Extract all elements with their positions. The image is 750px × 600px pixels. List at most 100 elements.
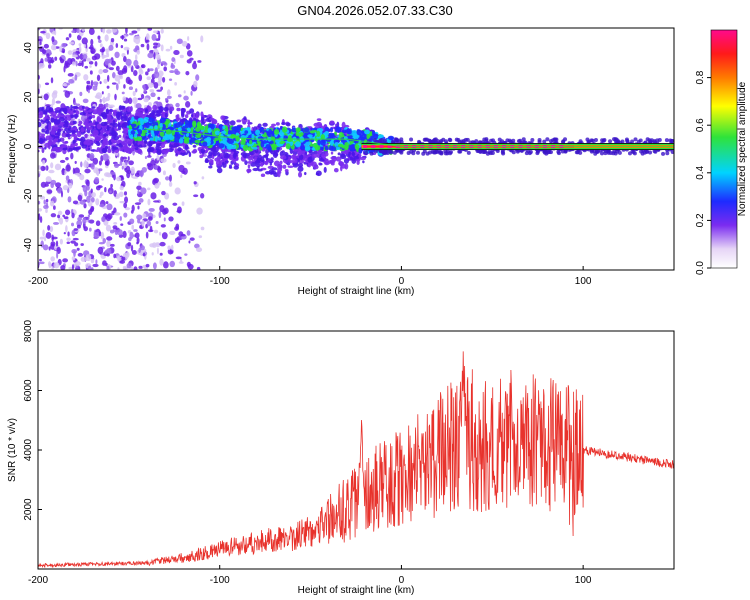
spectrogram-noise-mark bbox=[111, 72, 116, 79]
spectrogram-spread-mark bbox=[233, 165, 239, 170]
spectrogram-noise-mark bbox=[106, 29, 112, 34]
spectrogram-noise-mark bbox=[77, 252, 84, 257]
spectrogram-noise-mark bbox=[71, 229, 76, 237]
spectrogram-noise-mark bbox=[117, 255, 120, 262]
spectrogram-noise-mark bbox=[177, 206, 182, 214]
spectrogram-core-mark bbox=[329, 140, 334, 147]
spectrogram-spread-mark bbox=[313, 150, 318, 155]
spectrogram-spread-mark bbox=[353, 155, 360, 160]
spectrogram-noise-mark bbox=[134, 35, 141, 40]
spectrogram-tail-mark bbox=[560, 149, 565, 154]
spectrogram-noise-mark bbox=[82, 98, 89, 104]
spectrogram-noise-mark bbox=[45, 32, 51, 40]
spectrogram-spread-mark bbox=[113, 135, 120, 141]
spectrogram-noise-mark bbox=[61, 167, 65, 175]
spectrogram-noise-mark bbox=[68, 78, 75, 84]
spectrogram-spread-mark bbox=[330, 162, 335, 166]
spectrogram-noise-mark bbox=[162, 261, 169, 269]
spectrogram-core-mark bbox=[295, 131, 300, 137]
spectrogram-spread-mark bbox=[160, 149, 166, 154]
spectrogram-core-mark bbox=[186, 127, 191, 133]
spectrogram-spread-mark bbox=[253, 151, 260, 157]
spectrogram-noise-mark bbox=[57, 210, 63, 216]
spectrogram-noise-mark bbox=[93, 231, 100, 239]
snr-ticks: -200 -100 0 100 2000 4000 6000 8000 bbox=[23, 319, 592, 586]
spectrogram-noise-mark bbox=[136, 185, 142, 191]
spectrogram-noise-mark bbox=[110, 183, 113, 188]
spectrogram-core-mark bbox=[316, 130, 321, 138]
spectrogram-spread-mark bbox=[48, 107, 54, 113]
spectrogram-spread-mark bbox=[38, 131, 41, 138]
spectrogram-noise-mark bbox=[147, 216, 153, 221]
spectrogram-spread-mark bbox=[48, 141, 55, 145]
spectrogram-spread-mark bbox=[156, 148, 162, 155]
spectrogram-spread-mark bbox=[208, 151, 213, 157]
spectrogram-noise-mark bbox=[147, 28, 153, 31]
spectrogram-noise-mark bbox=[82, 54, 88, 60]
spectrogram-noise-mark bbox=[71, 249, 78, 254]
spectrogram-noise-mark bbox=[193, 194, 199, 198]
spectrogram-spread-mark bbox=[40, 119, 44, 122]
spectrogram-noise-mark bbox=[106, 236, 113, 241]
spectrogram-spread-mark bbox=[87, 126, 93, 131]
spectrogram-noise-mark bbox=[39, 195, 46, 200]
spectrogram-noise-mark bbox=[141, 166, 147, 173]
spectrogram-noise-mark bbox=[153, 81, 159, 89]
spectrogram-noise-mark bbox=[138, 69, 144, 75]
spectrogram-core-mark bbox=[329, 127, 334, 133]
spectrogram-noise-mark bbox=[114, 212, 121, 216]
spectrogram-spread-mark bbox=[117, 125, 122, 131]
spectrogram-spread-mark bbox=[44, 130, 48, 134]
spectrogram-noise-mark bbox=[135, 88, 138, 93]
spectrogram-noise-mark bbox=[153, 229, 159, 234]
spectrogram-core-mark bbox=[306, 141, 311, 146]
spectrogram-noise-mark bbox=[50, 213, 57, 218]
spectrogram-spread-mark bbox=[148, 147, 155, 153]
spectrogram-noise-mark bbox=[170, 62, 174, 68]
spectrogram-noise-mark bbox=[38, 261, 41, 266]
spectrogram-tail-mark bbox=[578, 150, 583, 155]
spectrogram-noise-mark bbox=[102, 28, 106, 34]
spectrogram-noise-mark bbox=[38, 170, 41, 174]
spectrogram-noise-mark bbox=[43, 199, 46, 205]
spectrogram-noise-mark bbox=[156, 54, 161, 61]
spectrogram-noise-mark bbox=[160, 44, 164, 52]
spectrogram-noise-mark bbox=[156, 154, 160, 161]
spectrogram-noise-mark bbox=[158, 32, 161, 41]
snr-series-line bbox=[38, 351, 674, 569]
spectrogram-spread-mark bbox=[175, 117, 180, 122]
spectrogram-noise-mark bbox=[169, 45, 173, 50]
spectrogram-noise-mark bbox=[130, 65, 134, 73]
spectrogram-core-mark bbox=[354, 144, 360, 150]
spectrogram-core-mark bbox=[190, 127, 194, 133]
spectrogram-spread-mark bbox=[72, 139, 77, 144]
spectrogram-spread-mark bbox=[233, 152, 237, 157]
spectrogram-noise-mark bbox=[77, 216, 82, 222]
spectrogram-noise-mark bbox=[124, 196, 129, 204]
spectrogram-noise-mark bbox=[112, 225, 118, 230]
spectrogram-core-mark bbox=[263, 132, 267, 138]
spectrogram-core-mark bbox=[255, 129, 261, 136]
spectrogram-noise-mark bbox=[151, 252, 154, 256]
spectrogram-core-mark bbox=[387, 135, 395, 140]
spectrogram-noise-mark bbox=[109, 243, 115, 247]
spectrogram-noise-mark bbox=[54, 56, 58, 61]
spectrogram-noise-mark bbox=[64, 90, 71, 98]
spectrogram-noise-mark bbox=[99, 81, 102, 85]
spectrogram-marks bbox=[38, 28, 674, 270]
spectrogram-tail-mark bbox=[530, 137, 535, 142]
spectrogram-spread-mark bbox=[54, 132, 60, 136]
spectrogram-noise-mark bbox=[48, 64, 52, 69]
spectrogram-noise-mark bbox=[78, 214, 85, 218]
spectrogram-noise-mark bbox=[51, 97, 56, 106]
spectrogram-noise-mark bbox=[44, 57, 49, 62]
spectrogram-noise-mark bbox=[119, 185, 124, 191]
spectrogram-noise-mark bbox=[106, 203, 113, 211]
spectrogram-spread-mark bbox=[340, 165, 343, 172]
spectrogram-noise-mark bbox=[89, 70, 93, 75]
spectrogram-noise-mark bbox=[38, 62, 45, 69]
spectrogram-tail-mark bbox=[427, 138, 432, 143]
spectrogram-noise-mark bbox=[169, 230, 176, 236]
spectrogram-noise-mark bbox=[56, 251, 59, 259]
